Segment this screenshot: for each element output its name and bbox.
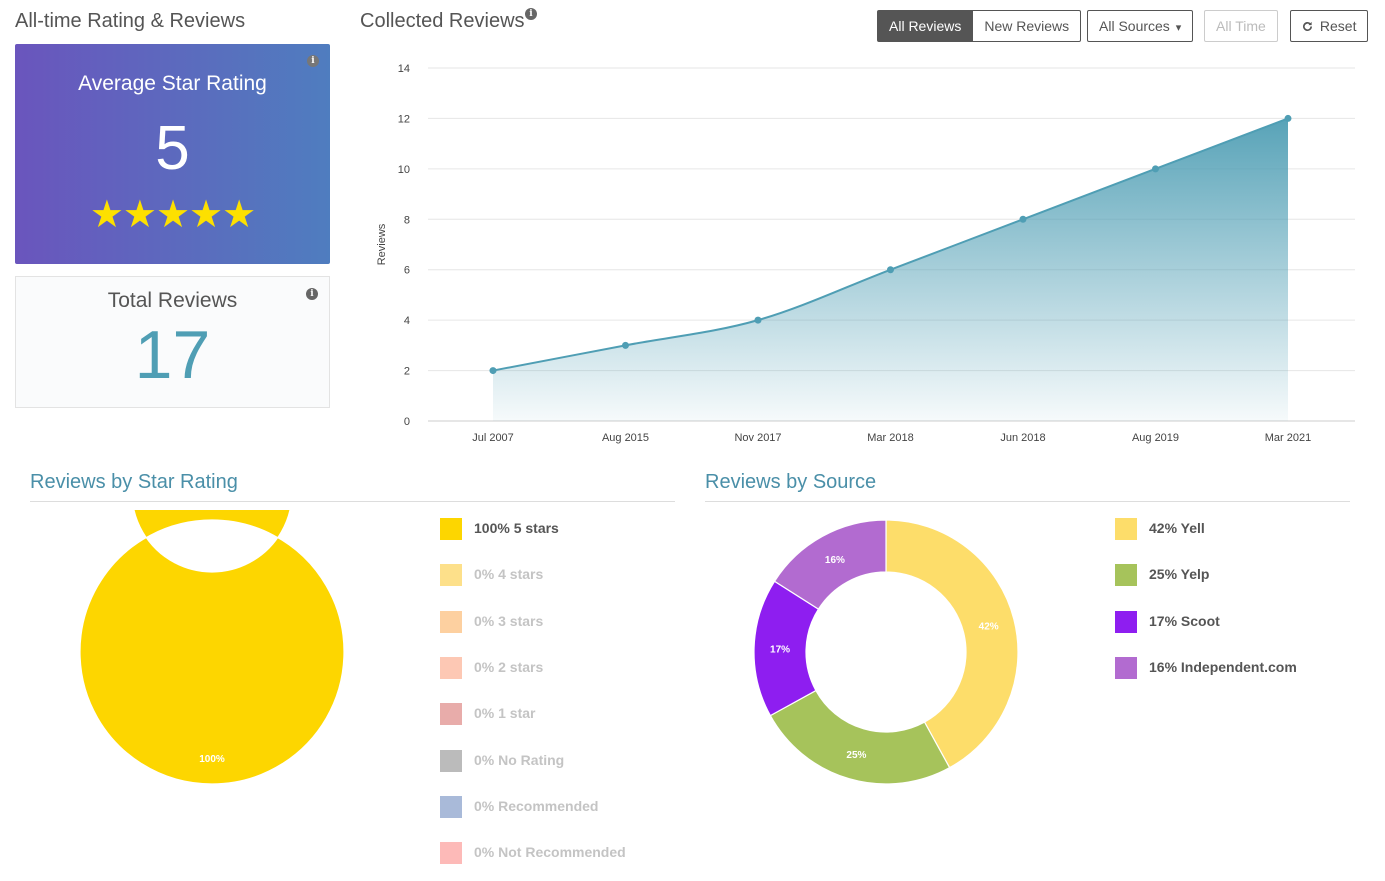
y-tick-label: 2 xyxy=(404,366,410,378)
reset-label: Reset xyxy=(1319,18,1357,34)
source-legend: 42% Yell 25% Yelp 17% Scoot 16% Independent… xyxy=(1115,518,1375,718)
data-point xyxy=(887,266,894,274)
legend-label: 0% 2 stars xyxy=(474,658,544,675)
data-point xyxy=(489,367,497,375)
time-range-button[interactable]: All Time xyxy=(1204,10,1278,42)
legend-swatch xyxy=(440,564,462,587)
x-tick-label: Aug 2019 xyxy=(1132,432,1179,444)
collected-reviews-chart: 0 2 4 6 8 10 12 14 Reviews Jul 2007 Aug 2015 Nov 20… xyxy=(376,63,1355,444)
data-point xyxy=(754,316,762,324)
y-tick-label: 0 xyxy=(404,416,410,428)
star-rating-donut: 100% xyxy=(79,510,345,785)
slice-label: 17% xyxy=(770,645,790,656)
data-point xyxy=(622,341,629,349)
rating-section-title: All-time Rating & Reviews xyxy=(15,10,246,32)
legend-swatch xyxy=(1115,656,1137,679)
legend-label: 0% 3 stars xyxy=(474,612,544,629)
legend-label: 0% 1 star xyxy=(474,705,536,722)
y-tick-label: 6 xyxy=(404,265,410,277)
total-reviews-label: Total Reviews xyxy=(107,289,238,312)
donut-slice xyxy=(885,519,1019,769)
refresh-icon xyxy=(1303,21,1312,31)
legend-swatch xyxy=(440,656,462,679)
y-axis-label: Reviews xyxy=(376,223,388,265)
x-tick-label: Aug 2015 xyxy=(602,432,649,444)
all-reviews-button[interactable]: All Reviews xyxy=(877,10,974,42)
sources-dropdown[interactable]: All Sources ▾ xyxy=(1087,10,1194,42)
y-tick-label: 4 xyxy=(404,315,410,327)
legend-swatch xyxy=(440,703,462,726)
slice-label: 16% xyxy=(825,555,845,566)
reset-button[interactable]: Reset xyxy=(1290,10,1369,42)
star-rating-section-title: Reviews by Star Rating xyxy=(30,471,238,493)
slice-label: 25% xyxy=(846,750,866,761)
legend-swatch xyxy=(440,842,462,865)
legend-label: 17% Scoot xyxy=(1149,612,1220,629)
x-tick-label: Jun 2018 xyxy=(1000,432,1045,444)
donut-slice xyxy=(769,689,951,785)
x-tick-label: Mar 2021 xyxy=(1265,432,1311,444)
total-reviews-value: 17 xyxy=(134,317,211,393)
donut-slice xyxy=(773,519,887,610)
legend-label: 0% 4 stars xyxy=(474,566,544,583)
info-icon[interactable]: i xyxy=(525,8,537,20)
legend-swatch xyxy=(1115,610,1137,633)
legend-swatch xyxy=(440,795,462,818)
donut-slice xyxy=(79,510,345,785)
slice-label: 42% xyxy=(979,622,999,633)
info-icon[interactable]: i xyxy=(307,55,319,67)
info-icon[interactable]: i xyxy=(306,288,318,300)
slice-label: 100% xyxy=(199,754,225,765)
total-reviews-card: i Total Reviews 17 xyxy=(15,276,330,408)
average-rating-label: Average Star Rating xyxy=(78,72,267,95)
star-rating-legend: 100% 5 stars 0% 4 stars 0% 3 stars 0% 2 sta… xyxy=(440,518,700,878)
data-point xyxy=(1284,114,1292,122)
legend-label: 42% Yell xyxy=(1149,520,1205,536)
legend-label: 0% Not Recommended xyxy=(474,844,626,861)
data-point xyxy=(1152,165,1159,173)
review-filter-toggle: All Reviews New Reviews xyxy=(877,10,1082,42)
legend-swatch xyxy=(1115,518,1137,540)
legend-swatch xyxy=(440,610,462,633)
section-divider xyxy=(30,501,675,502)
x-tick-label: Jul 2007 xyxy=(472,432,514,444)
section-divider xyxy=(705,501,1350,502)
collected-reviews-title: Collected Reviews xyxy=(360,10,525,32)
average-rating-value: 5 xyxy=(155,114,190,183)
x-tick-label: Nov 2017 xyxy=(734,432,781,444)
legend-label: 25% Yelp xyxy=(1149,566,1210,583)
y-tick-label: 12 xyxy=(398,113,410,125)
source-section-title: Reviews by Source xyxy=(705,471,877,493)
legend-label: 16% Independent.com xyxy=(1149,658,1297,675)
caret-down-icon: ▾ xyxy=(1175,22,1182,34)
legend-label: 0% No Rating xyxy=(474,751,565,768)
legend-swatch xyxy=(440,749,462,772)
data-point xyxy=(1019,215,1027,223)
new-reviews-button[interactable]: New Reviews xyxy=(973,10,1082,42)
y-tick-label: 14 xyxy=(398,63,410,75)
legend-label: 0% Recommended xyxy=(474,797,599,814)
source-donut: 42% 25% 17% 16% xyxy=(753,519,1019,785)
legend-swatch xyxy=(1115,564,1137,587)
x-tick-label: Mar 2018 xyxy=(867,432,913,444)
y-tick-label: 10 xyxy=(398,164,410,176)
sources-dropdown-label: All Sources xyxy=(1099,18,1170,34)
average-rating-card: i Average Star Rating 5 ★★★★★ xyxy=(15,44,330,264)
legend-label: 100% 5 stars xyxy=(474,520,559,536)
star-rating-icons: ★★★★★ xyxy=(89,194,256,236)
legend-swatch xyxy=(440,518,462,540)
y-tick-label: 8 xyxy=(404,214,410,226)
